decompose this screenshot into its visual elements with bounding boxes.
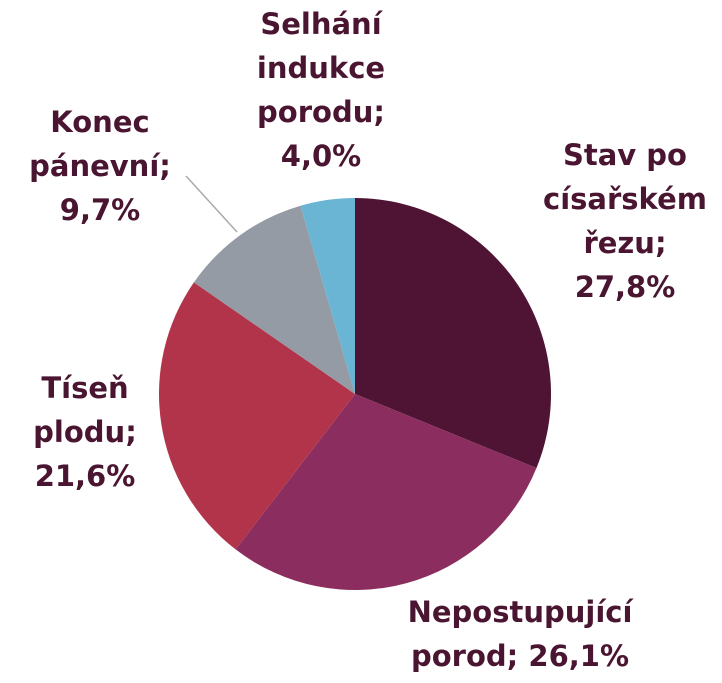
category-label: Nepostupující porod [407,595,633,673]
category-label: Konec pánevní [29,105,160,183]
slice-label: Selhání indukce porodu; 4,0% [236,2,406,178]
category-label: Selhání indukce porodu [256,7,386,129]
value-label: 26,1% [528,639,629,673]
value-label: 9,7% [59,193,141,227]
pie-slice [235,394,537,590]
category-label: Tíseň plodu [33,371,129,449]
value-label: 21,6% [34,459,136,493]
pie-slice [193,205,355,394]
label-separator: ; [654,226,667,260]
pie-slice [158,282,355,550]
slice-label: Tíseň plodu; 21,6% [10,366,160,498]
slice-label: Nepostupující porod; 26,1% [380,590,660,678]
slice-label: Konec pánevní; 9,7% [10,100,190,232]
value-label: 4,0% [280,139,362,173]
label-separator: ; [159,149,171,183]
label-separator: ; [373,95,385,129]
category-label: Stav po císařském řezu [543,138,707,260]
pie-slice [300,198,355,394]
pie-slice [355,198,551,469]
leader-line [185,175,238,233]
value-label: 27,8% [574,270,676,304]
label-separator: ; [506,639,519,673]
label-separator: ; [125,415,137,449]
slice-label: Stav po císařském řezu; 27,8% [530,133,720,309]
